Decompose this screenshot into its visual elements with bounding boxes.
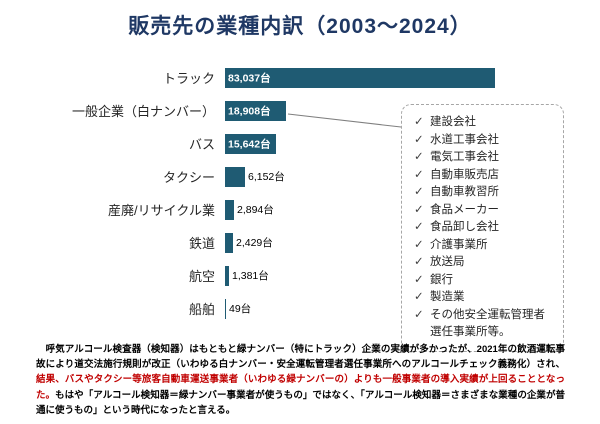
industry-list-item: ✓ 製造業 — [414, 289, 555, 307]
value-label: 2,429台 — [236, 237, 273, 249]
check-icon: ✓ — [414, 151, 424, 163]
check-icon: ✓ — [414, 186, 424, 198]
footnote-segment: もはや「アルコール検知器＝緑ナンバー事業者が使うもの」ではなく、「アルコール検知… — [36, 389, 565, 416]
check-icon: ✓ — [414, 238, 424, 251]
value-label: 83,037台 — [228, 72, 271, 84]
category-label: 船舶 — [188, 302, 215, 317]
bar: 83,037台 — [225, 67, 495, 88]
check-icon: ✓ — [414, 291, 424, 303]
category-label: 航空 — [188, 269, 215, 284]
industry-list-item: ✓ 電気工事会社 — [414, 149, 555, 167]
industry-list-item: ✓ 介護事業所 — [414, 237, 555, 255]
bar-area: 2,429台 — [225, 226, 273, 259]
value-label: 6,152台 — [248, 171, 285, 183]
check-icon: ✓ — [414, 168, 424, 181]
check-icon: ✓ — [414, 116, 424, 128]
bar-area: 83,037台 — [225, 61, 495, 94]
chart-row: タクシー 6,152台 — [30, 160, 570, 193]
category-label: 産廃/リサイクル業 — [108, 203, 215, 218]
bar — [225, 232, 233, 253]
check-icon: ✓ — [414, 273, 424, 286]
bar-area: 15,642台 — [225, 127, 276, 160]
industry-list-item: ✓ 食品卸し会社 — [414, 219, 555, 237]
category-label: 鉄道 — [188, 236, 215, 251]
category-label: タクシー — [162, 170, 215, 185]
bar: 15,642台 — [225, 133, 276, 154]
chart-row: 産廃/リサイクル業 2,894台 — [30, 193, 570, 226]
bar — [225, 166, 245, 187]
bar-area: 6,152台 — [225, 160, 285, 193]
value-label: 1,381台 — [232, 270, 269, 282]
bar-area: 18,908台 — [225, 94, 286, 127]
chart-row: トラック 83,037台 — [30, 61, 570, 94]
industry-callout-box: ✓ 建設会社 ✓ 水道工事会社 ✓ 電気工事会社 ✓ 自動車販売店 ✓ 自動車教習所 ✓ 食品メーカー… — [401, 104, 564, 352]
chart-row: バス 15,642台 — [30, 127, 570, 160]
industry-list-item: ✓ 放送局 — [414, 254, 555, 272]
check-icon: ✓ — [414, 203, 424, 216]
bar-area: 2,894台 — [225, 193, 274, 226]
footnote-paragraph: 呼気アルコール検査器（検知器）はもともと緑ナンバー（特にトラック）企業の実績が多… — [36, 342, 565, 418]
value-label: 15,642台 — [228, 138, 271, 150]
chart-row: 航空 1,381台 — [30, 259, 570, 292]
bar — [225, 199, 234, 220]
bar — [225, 298, 226, 319]
industry-list: ✓ 建設会社 ✓ 水道工事会社 ✓ 電気工事会社 ✓ 自動車販売店 ✓ 自動車教習所 ✓ 食品メーカー… — [414, 114, 555, 342]
industry-list-item: ✓ 銀行 — [414, 272, 555, 290]
value-label: 49台 — [229, 303, 252, 315]
check-icon: ✓ — [414, 308, 424, 321]
industry-list-item: ✓ その他安全運転管理者選任事業所等。 — [414, 308, 545, 339]
chart-row: 一般企業（白ナンバー） 18,908台 — [30, 94, 570, 127]
footnote-segment: 呼気アルコール検査器（検知器）はもともと緑ナンバー（特にトラック）企業の実績が多… — [36, 344, 565, 371]
industry-list-item: ✓ 食品メーカー — [414, 202, 555, 220]
category-label: バス — [188, 137, 215, 152]
check-icon: ✓ — [414, 256, 424, 268]
industry-list-item: ✓ 水道工事会社 — [414, 132, 555, 150]
category-label: 一般企業（白ナンバー） — [71, 104, 215, 119]
category-label: トラック — [162, 71, 215, 86]
value-label: 2,894台 — [237, 204, 274, 216]
check-icon: ✓ — [414, 133, 424, 146]
chart-row: 船舶 49台 — [30, 292, 570, 325]
industry-list-item: ✓ 自動車教習所 — [414, 184, 555, 202]
bar — [225, 265, 229, 286]
footnote-segment: 結果、バスやタクシー等旅客自動車運送事業者（いわゆる緑ナンバーの）よりも一般事業… — [36, 374, 565, 401]
check-icon: ✓ — [414, 221, 424, 233]
bar-area: 1,381台 — [225, 259, 269, 292]
value-label: 18,908台 — [228, 105, 271, 117]
chart-row: 鉄道 2,429台 — [30, 226, 570, 259]
bar: 18,908台 — [225, 100, 286, 121]
industry-list-item: ✓ 建設会社 — [414, 114, 555, 132]
bar-chart: トラック 83,037台一般企業（白ナンバー） 18,908台バス 15,642台タク… — [30, 61, 570, 325]
industry-list-item: ✓ 自動車販売店 — [414, 167, 555, 185]
bar-area: 49台 — [225, 292, 251, 325]
page-title: 販売先の業種内訳（2003～2024） — [128, 15, 472, 38]
